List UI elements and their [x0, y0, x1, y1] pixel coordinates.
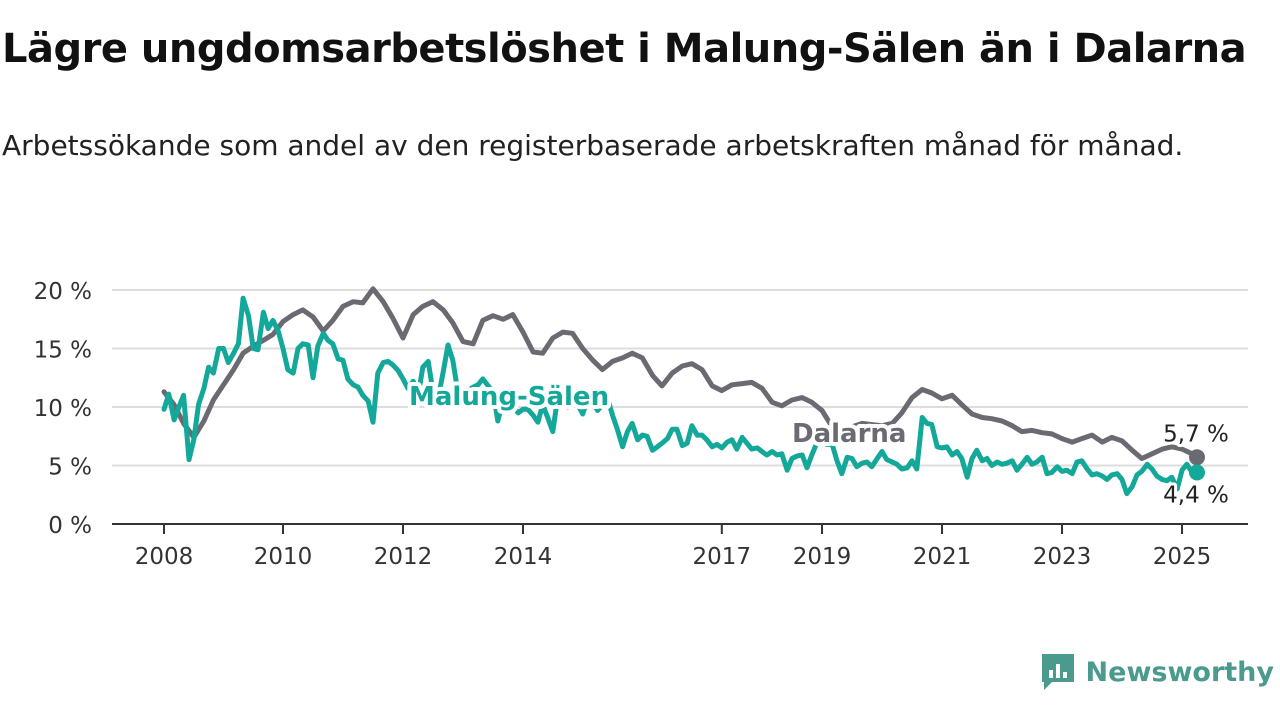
end-value-label-halo: 5,7 % [1163, 421, 1229, 447]
x-tick-label: 2023 [1033, 544, 1092, 570]
x-tick-label: 2014 [494, 544, 553, 570]
end-value-label-halo: 4,4 % [1163, 483, 1229, 509]
x-tick-label: 2021 [913, 544, 972, 570]
end-value-label: 5,7 % [1163, 421, 1229, 447]
newsworthy-logo-icon [1041, 654, 1074, 690]
x-tick-label: 2025 [1153, 544, 1212, 570]
y-tick-label: 10 % [34, 396, 92, 422]
x-tick-label: 2010 [254, 544, 313, 570]
y-tick-label: 0 % [48, 513, 92, 539]
series-line-malung-s-len [161, 295, 1200, 497]
x-tick-label: 2012 [374, 544, 433, 570]
brand-name: Newsworthy [1085, 656, 1274, 688]
x-tick-label: 2019 [793, 544, 852, 570]
series-label-dalarna-halo: Dalarna [792, 419, 906, 449]
end-marker [1189, 449, 1205, 466]
series-label-malung-salen-halo: Malung-Sälen [409, 382, 609, 412]
y-tick-label: 5 % [48, 455, 92, 481]
series-line-dalarna [161, 286, 1200, 461]
brand: Newsworthy [1040, 652, 1274, 692]
y-tick-label: 15 % [34, 338, 92, 364]
axes: 20 % 15 % 10 % 5 % 0 % 2008 2010 2012 2014 2017 20… [34, 279, 1248, 570]
x-tick-label: 2008 [135, 544, 194, 570]
end-value-label: 4,4 % [1163, 483, 1229, 509]
series-lines [161, 286, 1205, 497]
series-label-dalarna: Dalarna [792, 419, 906, 449]
chart-title: Lägre ungdomsarbetslöshet i Malung-Sälen… [2, 26, 1247, 72]
x-tick-label: 2017 [693, 544, 752, 570]
chart-subtitle: Arbetssökande som andel av den registerb… [2, 129, 1184, 162]
series-label-malung-salen: Malung-Sälen [409, 382, 609, 412]
y-tick-label: 20 % [34, 279, 92, 305]
end-marker [1189, 464, 1205, 481]
